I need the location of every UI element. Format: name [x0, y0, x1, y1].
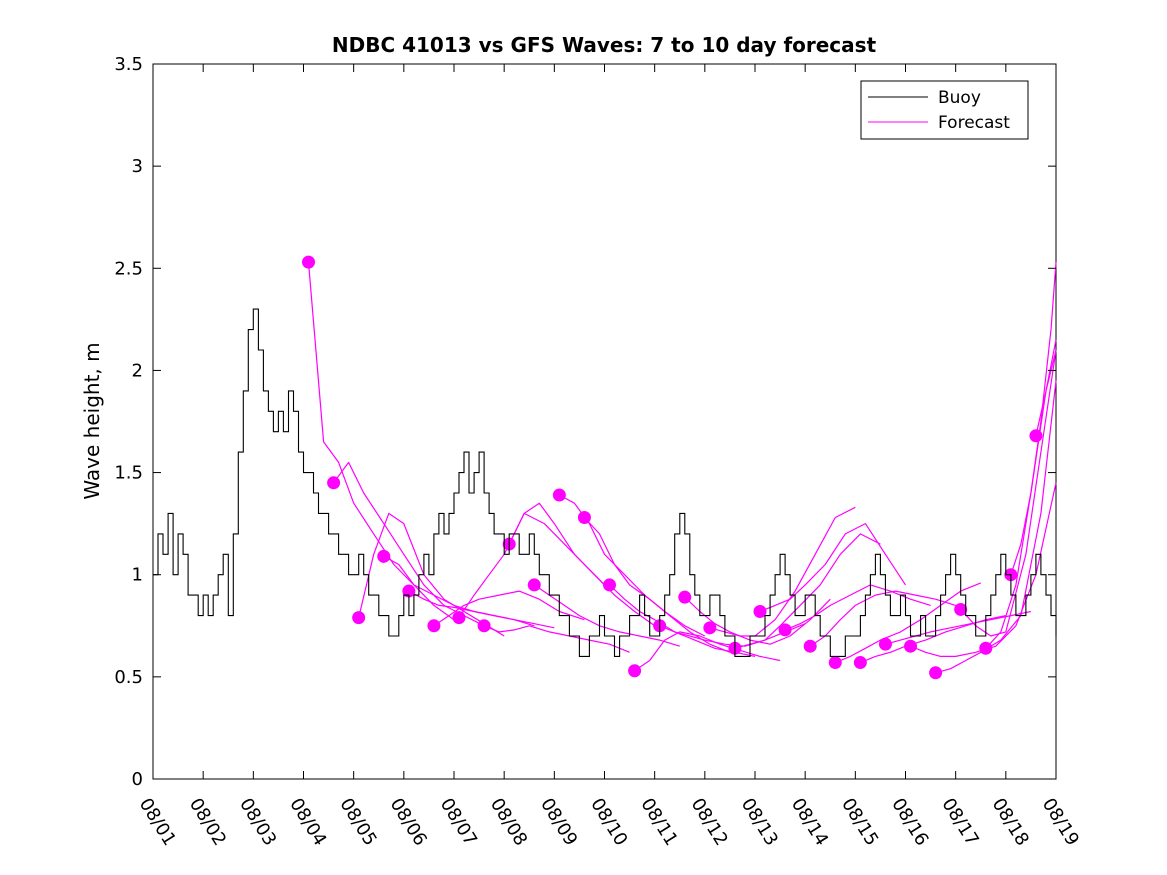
- forecast-start-marker: [929, 666, 943, 680]
- legend-box: [860, 80, 1029, 140]
- forecast-run-line: [734, 533, 881, 649]
- x-tick-label: 08/01: [135, 795, 180, 850]
- y-tick-label: 0.5: [114, 667, 143, 688]
- forecast-start-marker: [302, 255, 316, 269]
- x-tick-label: 08/16: [887, 795, 932, 850]
- forecast-run-line: [508, 502, 656, 627]
- x-tick-label: 08/06: [386, 795, 431, 850]
- legend-buoy-label: Buoy: [938, 88, 981, 108]
- forecast-run-line: [307, 262, 455, 621]
- y-tick-label: 0: [132, 769, 143, 790]
- forecast-start-marker: [552, 488, 566, 502]
- forecast-start-marker: [803, 639, 817, 653]
- forecast-run-line: [885, 610, 1032, 645]
- x-tick-label: 08/02: [185, 795, 230, 850]
- forecast-run-line: [835, 582, 982, 664]
- y-tick-label: 1.5: [114, 463, 143, 484]
- forecast-start-marker: [628, 664, 642, 678]
- x-tick-label: 08/05: [335, 795, 380, 850]
- x-tick-label: 08/07: [436, 795, 481, 850]
- forecast-run-line: [910, 482, 1057, 658]
- x-tick-label: 08/11: [636, 795, 681, 850]
- y-axis-label: Wave height, m: [80, 342, 104, 499]
- forecast-start-marker: [828, 656, 842, 670]
- forecast-start-marker: [527, 578, 541, 592]
- x-tick-label: 08/08: [486, 795, 531, 850]
- buoy-layer: [153, 308, 1057, 657]
- x-tick-label: 08/19: [1038, 795, 1083, 850]
- forecast-run-line: [559, 494, 706, 637]
- forecast-start-marker: [979, 641, 993, 655]
- forecast-start-marker: [1029, 429, 1043, 443]
- x-tick-label: 08/12: [687, 795, 732, 850]
- forecast-start-marker: [678, 590, 692, 604]
- x-tick-label: 08/18: [988, 795, 1033, 850]
- buoy-series-line: [153, 308, 1057, 657]
- x-tick-label: 08/09: [536, 795, 581, 850]
- x-tick-label: 08/17: [937, 795, 982, 850]
- x-tick-label: 08/15: [837, 795, 882, 850]
- forecast-run-line: [1010, 262, 1057, 575]
- forecast-run-line: [784, 584, 931, 631]
- chart-title: NDBC 41013 vs GFS Waves: 7 to 10 day for…: [332, 33, 877, 57]
- forecast-start-marker: [703, 621, 717, 635]
- forecast-run-line: [659, 623, 806, 647]
- forecast-start-marker: [352, 611, 366, 625]
- forecast-start-marker: [577, 511, 591, 525]
- forecast-start-marker: [427, 619, 441, 633]
- forecast-start-marker: [954, 602, 968, 616]
- forecast-start-marker: [753, 604, 767, 618]
- x-tick-label: 08/14: [787, 795, 832, 850]
- forecast-start-marker: [327, 476, 341, 490]
- x-tick-label: 08/10: [586, 795, 631, 850]
- legend: Buoy Forecast: [860, 80, 1029, 140]
- forecast-start-marker: [878, 637, 892, 651]
- forecast-run-line: [1035, 349, 1057, 436]
- forecast-run-line: [408, 590, 555, 629]
- forecast-start-marker: [904, 639, 918, 653]
- forecast-run-line: [634, 631, 781, 672]
- legend-forecast-label: Forecast: [938, 113, 1010, 133]
- forecast-start-marker: [853, 656, 867, 670]
- forecast-run-line: [709, 506, 856, 637]
- y-tick-label: 2.5: [114, 258, 143, 279]
- plot-area: [152, 63, 1057, 780]
- forecast-start-marker: [778, 623, 792, 637]
- x-tick-label: 08/13: [737, 795, 782, 850]
- forecast-start-marker: [477, 619, 491, 633]
- forecast-run-line: [483, 625, 630, 653]
- x-tick-label: 08/04: [285, 795, 330, 850]
- y-tick-label: 3.5: [114, 54, 143, 75]
- forecast-start-marker: [402, 584, 416, 598]
- forecast-run-line: [433, 590, 585, 627]
- forecast-run-line: [759, 522, 907, 613]
- y-tick-label: 2: [132, 360, 143, 381]
- forecast-run-line: [809, 590, 956, 647]
- forecast-layer: [302, 255, 1057, 680]
- forecast-start-marker: [603, 578, 617, 592]
- forecast-start-marker: [452, 611, 466, 625]
- x-tick-label: 08/03: [235, 795, 280, 850]
- y-tick-label: 3: [132, 156, 143, 177]
- forecast-start-marker: [377, 549, 391, 563]
- y-tick-label: 1: [132, 565, 143, 586]
